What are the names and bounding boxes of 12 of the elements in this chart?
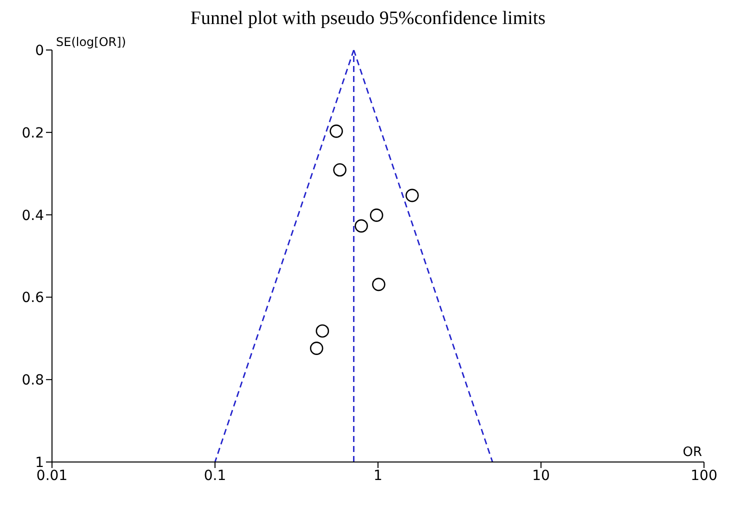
y-tick-label: 0.2: [22, 125, 44, 142]
x-tick-label: 10: [532, 468, 550, 484]
x-tick-label: 0.1: [204, 468, 226, 484]
x-axis-title: OR: [682, 445, 702, 460]
y-axis-title: SE(log[OR]): [56, 35, 126, 49]
x-tick-label: 100: [690, 468, 718, 484]
y-tick-label: 0.8: [22, 372, 44, 389]
y-tick-label: 0.6: [22, 290, 44, 306]
y-tick-label: 0.4: [22, 208, 44, 224]
chart-title: Funnel plot with pseudo 95%confidence limits: [189, 8, 547, 31]
y-tick-label: 0: [35, 42, 44, 59]
x-tick-label: 1: [374, 468, 382, 484]
